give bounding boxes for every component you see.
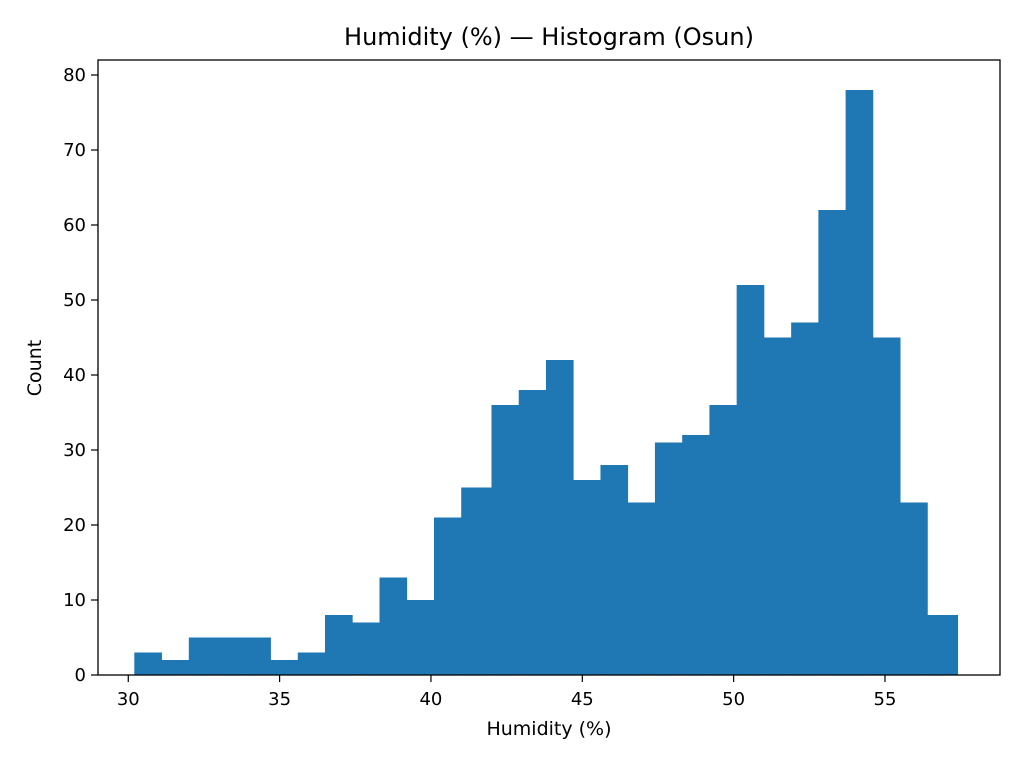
- y-tick-label: 70: [63, 140, 86, 161]
- x-tick-label: 40: [419, 689, 442, 710]
- y-axis-label: Count: [24, 340, 46, 396]
- y-tick-label: 10: [63, 590, 86, 611]
- x-tick-label: 55: [874, 689, 897, 710]
- histogram-bar: [325, 615, 353, 675]
- histogram-bar: [406, 600, 435, 675]
- y-tick-label: 0: [75, 665, 86, 686]
- histogram-bar: [270, 660, 299, 675]
- histogram-bar: [352, 622, 380, 675]
- plot-frame: [97, 59, 1001, 676]
- histogram-bar: [491, 405, 520, 675]
- histogram-bar: [297, 652, 326, 675]
- histogram-bar: [243, 637, 271, 675]
- histogram-bar: [433, 517, 462, 675]
- histogram-bar: [161, 660, 190, 675]
- histogram-bar: [573, 480, 601, 675]
- histogram-bar: [627, 502, 656, 675]
- y-tick-label: 30: [63, 440, 86, 461]
- histogram-bar: [682, 435, 710, 675]
- histogram-bar: [709, 405, 738, 675]
- x-tick-label: 35: [268, 689, 291, 710]
- x-axis-label: Humidity (%): [486, 718, 611, 740]
- x-tick-label: 50: [722, 689, 745, 710]
- histogram-bar: [845, 90, 874, 675]
- y-axis-ticks: 0 10 20 30 40 50 60 70 80: [63, 65, 98, 686]
- histogram-bar: [763, 337, 792, 675]
- histogram-bar: [736, 285, 765, 675]
- histogram-bar: [900, 502, 928, 675]
- histogram-bar: [600, 465, 629, 675]
- histogram-bar: [379, 577, 408, 675]
- histogram-bars: [134, 90, 959, 675]
- histogram-bar: [927, 615, 959, 675]
- x-tick-label: 30: [117, 689, 140, 710]
- histogram-bar: [791, 322, 819, 675]
- histogram-bar: [461, 487, 492, 675]
- y-tick-label: 40: [63, 365, 86, 386]
- histogram-bar: [818, 210, 847, 675]
- histogram-bar: [872, 337, 901, 675]
- y-tick-label: 60: [63, 215, 86, 236]
- chart-title: Humidity (%) — Histogram (Osun): [344, 23, 754, 51]
- histogram-bar: [134, 652, 162, 675]
- histogram-bar: [216, 637, 244, 675]
- y-tick-label: 20: [63, 515, 86, 536]
- x-axis-ticks: 30 35 40 45 50 55: [117, 675, 897, 710]
- x-tick-label: 45: [571, 689, 594, 710]
- histogram-bar: [188, 637, 217, 675]
- y-tick-label: 80: [63, 65, 86, 86]
- histogram-bar: [518, 390, 547, 675]
- histogram-bar: [545, 360, 574, 675]
- histogram-bar: [654, 442, 683, 675]
- y-tick-label: 50: [63, 290, 86, 311]
